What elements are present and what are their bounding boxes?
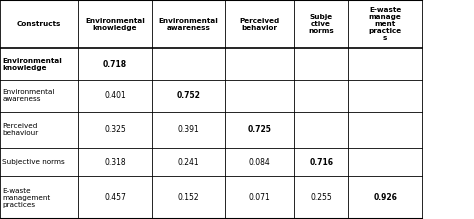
Text: Subjective norms: Subjective norms: [2, 159, 65, 165]
Text: 0.084: 0.084: [249, 157, 270, 167]
Text: 0.325: 0.325: [104, 125, 126, 134]
Text: 0.401: 0.401: [104, 91, 126, 100]
Text: 0.752: 0.752: [176, 91, 201, 100]
Text: 0.391: 0.391: [178, 125, 199, 134]
Text: Environmental
knowledge: Environmental knowledge: [85, 18, 145, 31]
Text: Constructs: Constructs: [17, 21, 61, 27]
Text: 0.318: 0.318: [104, 157, 126, 167]
Text: Environmental
awareness: Environmental awareness: [2, 89, 55, 102]
Text: 0.152: 0.152: [178, 193, 199, 202]
Text: 0.457: 0.457: [104, 193, 126, 202]
Text: 0.255: 0.255: [310, 193, 332, 202]
Text: E-waste
manage
ment
practice
s: E-waste manage ment practice s: [369, 7, 401, 41]
Text: 0.241: 0.241: [178, 157, 199, 167]
Text: E-waste
management
practices: E-waste management practices: [2, 188, 51, 208]
Text: Environmental
awareness: Environmental awareness: [158, 18, 219, 31]
Text: 0.718: 0.718: [103, 60, 127, 69]
Text: 0.071: 0.071: [249, 193, 270, 202]
Text: 0.926: 0.926: [373, 193, 397, 202]
Text: Perceived
behavior: Perceived behavior: [239, 18, 280, 31]
Text: Perceived
behaviour: Perceived behaviour: [2, 123, 38, 136]
Text: Subje
ctive
norms: Subje ctive norms: [308, 14, 334, 34]
Text: 0.716: 0.716: [309, 157, 333, 167]
Text: Environmental
knowledge: Environmental knowledge: [2, 58, 62, 71]
Text: 0.725: 0.725: [247, 125, 272, 134]
